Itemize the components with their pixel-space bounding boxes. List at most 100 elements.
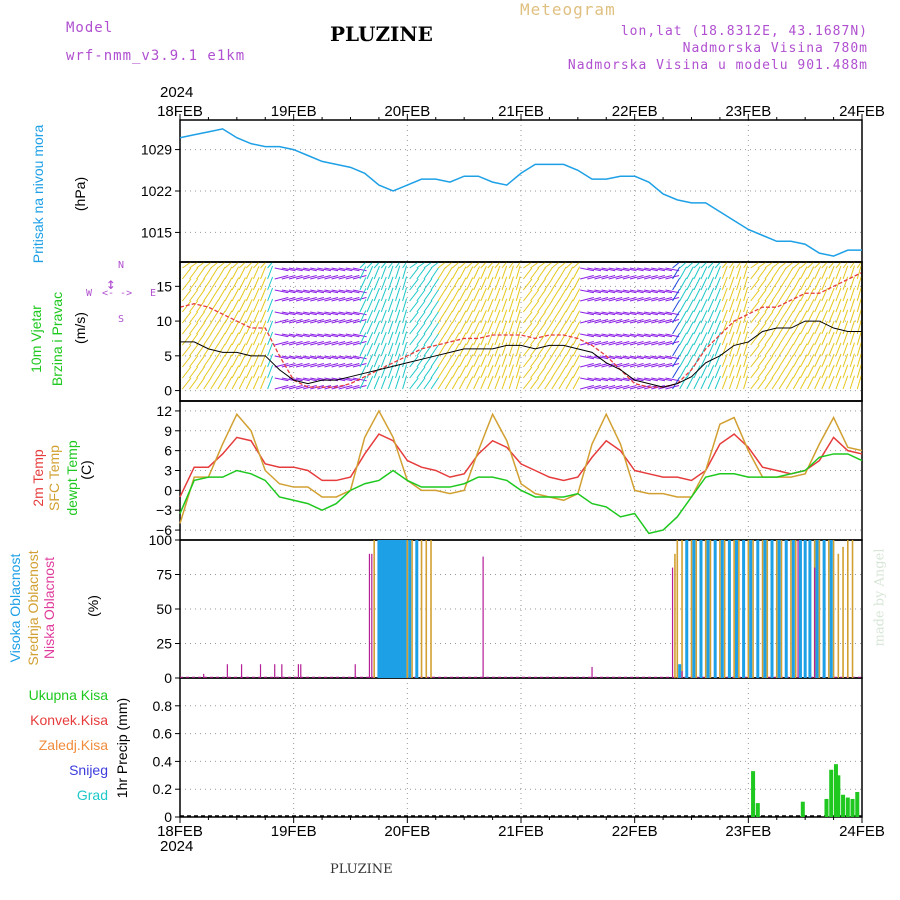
wind-barb [651, 275, 665, 280]
altitude-label: Nadmorska Visina 780m [682, 41, 868, 56]
wind-barb [644, 267, 658, 272]
wind-barb [359, 354, 367, 368]
wind-barb [359, 365, 367, 379]
wind-barb [608, 275, 623, 280]
wind-barb [252, 342, 260, 357]
wind-barb [658, 355, 673, 360]
wind-barb [303, 377, 317, 382]
mid-cloud-bar [818, 540, 821, 678]
wind-barb [721, 276, 728, 291]
wind-barb [402, 375, 408, 390]
wind-barb [594, 377, 609, 382]
wind-barb [771, 366, 781, 379]
wind-barb [622, 267, 637, 272]
legend-convective-rain: Konvek.Kisa [30, 712, 108, 728]
wind-barb [679, 343, 687, 357]
wind-barb [544, 267, 553, 280]
wind-barb [814, 376, 822, 390]
wind-speed-line [180, 320, 862, 388]
wind-barb [651, 377, 666, 382]
mid-cloud-bar [733, 540, 735, 678]
wind-barb [828, 265, 835, 280]
wind-barb [785, 310, 794, 324]
wind-barb [437, 343, 447, 357]
wind-barb [352, 297, 367, 302]
wind-barb [792, 299, 801, 313]
wind-barb [551, 299, 560, 313]
wind-barb [409, 289, 419, 302]
wind-barb [217, 310, 226, 324]
wind-barb [792, 310, 801, 324]
wind-barb [636, 385, 651, 390]
wind-barb [295, 311, 310, 316]
wind-barb [679, 277, 687, 291]
wind-barb [693, 321, 701, 335]
wind-barb [771, 289, 781, 302]
wind-barb [572, 376, 581, 390]
wind-barb [565, 261, 574, 269]
wind-barb [416, 377, 426, 390]
wind-barb [295, 385, 310, 390]
wind-barb [721, 353, 728, 368]
wind-barb [530, 289, 540, 302]
wind-barb [594, 341, 609, 346]
high-cloud-bar [398, 540, 402, 678]
wind-barb [338, 289, 353, 294]
wind-barb [409, 322, 419, 335]
wind-barb [821, 375, 828, 390]
wind-barb [785, 277, 794, 291]
pressure-ytick-label: 1022 [141, 183, 172, 199]
wind-barb [430, 311, 440, 324]
wind-barb [799, 321, 808, 335]
wind-barb [274, 341, 289, 346]
wind-barb [451, 310, 460, 324]
mid-cloud-bar [766, 540, 769, 678]
wind-barb [551, 343, 560, 357]
wind-barb [409, 261, 419, 269]
wind-barb [530, 311, 540, 324]
wind-barb [700, 321, 708, 335]
wind-barb [743, 287, 749, 302]
wind-barb [565, 310, 574, 324]
wind-barb [444, 365, 453, 379]
wind-barb [303, 275, 317, 280]
wind-barb [629, 333, 644, 338]
wind-barb [310, 333, 325, 338]
wind-barb [295, 355, 310, 360]
wind-barb [515, 353, 521, 368]
wind-barb [515, 298, 521, 313]
wind-barb [821, 298, 828, 313]
wind-barb [423, 322, 433, 335]
wind-barb [487, 320, 494, 335]
wind-barb [821, 261, 828, 269]
mid-cloud-bar [709, 540, 712, 678]
wind-barb [728, 309, 735, 324]
wind-barb [537, 355, 547, 368]
compass-icon: N S W E ↕ <- -> [86, 260, 157, 325]
wind-barb [231, 321, 240, 335]
high-cloud-bar [822, 540, 826, 678]
wind-barb [522, 333, 533, 346]
wind-barb [295, 377, 310, 382]
wind-barb [366, 298, 374, 313]
wind-barb [522, 267, 533, 280]
precip-ytick-label: 0.2 [153, 781, 173, 797]
wind-barb [799, 266, 808, 280]
wind-barb [217, 343, 226, 357]
wind-barb [700, 365, 708, 379]
wind-barb [707, 331, 715, 346]
wind-barb [210, 321, 219, 335]
wind-barb [580, 385, 594, 390]
mid-cloud-bar [411, 540, 413, 678]
wind-barb [679, 288, 687, 302]
wind-barb [366, 276, 374, 291]
wind-barb [530, 377, 540, 390]
wind-barb [580, 333, 595, 338]
wind-barb [757, 366, 767, 379]
high-cloud-bar [713, 540, 717, 678]
wind-barb [387, 364, 394, 379]
wind-barb [288, 385, 303, 390]
wind-barb [515, 265, 521, 280]
wind-barb [601, 363, 616, 368]
wind-barb [288, 341, 303, 346]
